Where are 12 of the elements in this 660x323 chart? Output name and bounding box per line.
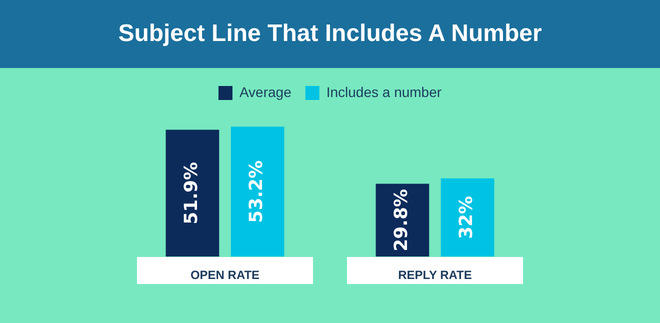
x-tick-label: REPLY RATE xyxy=(398,268,472,282)
bar xyxy=(166,130,220,257)
bar xyxy=(230,126,284,257)
chart-title: Subject Line That Includes A Number xyxy=(0,0,660,68)
legend-label: Includes a number xyxy=(326,84,442,100)
data-label: 32% xyxy=(456,196,478,240)
x-tick-label: OPEN RATE xyxy=(190,268,260,282)
data-label: 29.8% xyxy=(391,188,412,252)
data-label: 53.2% xyxy=(246,160,268,223)
data-label: 51.9% xyxy=(181,162,202,224)
bar xyxy=(440,178,494,257)
legend-label: Average xyxy=(239,84,292,100)
